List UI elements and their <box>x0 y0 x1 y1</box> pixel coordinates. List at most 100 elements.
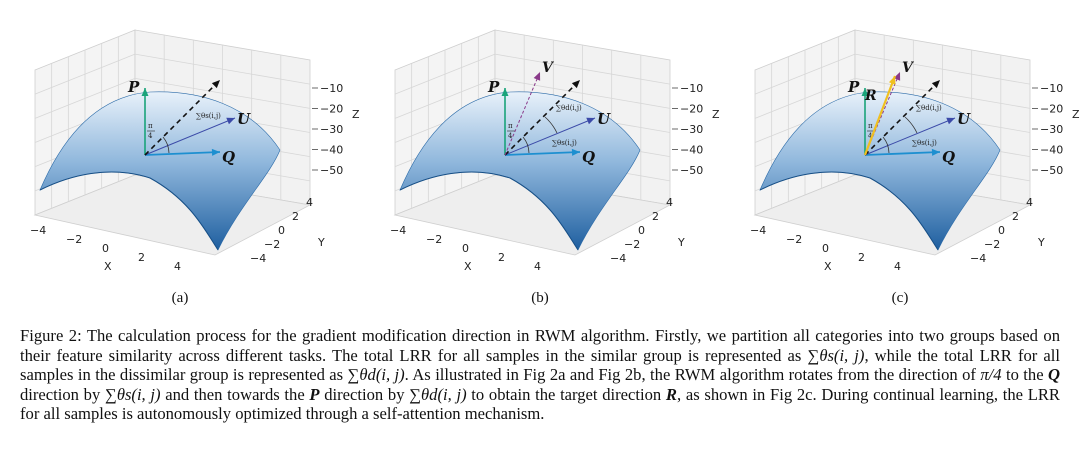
x-axis-label: X <box>464 260 472 273</box>
vector-p-label: P <box>127 78 140 96</box>
y-tick-label: 4 <box>1026 196 1033 209</box>
z-axis: −10 −20 −30 −40 −50 Z <box>312 82 360 177</box>
y-axis-label: Y <box>1037 236 1045 249</box>
x-tick-label: 0 <box>822 242 829 255</box>
x-tick-label: 2 <box>498 251 505 264</box>
y-tick-label: −2 <box>624 238 640 251</box>
x-axis: −4 −2 0 2 4 X <box>390 224 541 273</box>
surface-plot-b: −10−20−30−40−50Z−4−2024X420−2−4YPQUπ4V∑θ… <box>390 29 720 273</box>
vectors: P Q Uπ 4 V ∑θd(i,j) ∑θs(i,j) R <box>847 60 971 166</box>
angle-theta-s-label: ∑θs(i,j) <box>196 112 221 120</box>
y-axis: 420−2−4 Y <box>610 196 685 265</box>
y-tick-label: 4 <box>666 196 673 209</box>
caption-math-pi-over-4: π/4 <box>980 365 1002 385</box>
angle-pi-label: π <box>868 122 873 130</box>
angle-four-label: 4 <box>868 132 873 140</box>
z-tick-label: −50 <box>680 164 703 177</box>
y-tick-label: −4 <box>970 252 986 265</box>
vector-q-label: Q <box>942 148 955 166</box>
y-tick-label: −2 <box>984 238 1000 251</box>
vector-q-label: Q <box>582 148 595 166</box>
z-tick-label: −40 <box>1040 144 1063 157</box>
z-axis: −10 −20 −30 −40 −50 Z <box>1032 82 1080 177</box>
vectors: P Q Uπ 4 V ∑θd(i,j) ∑θs(i,j) <box>487 60 611 166</box>
vector-u-arrow <box>144 117 236 156</box>
caption-vector-p: P <box>309 384 320 404</box>
vector-r-label: R <box>864 88 877 104</box>
caption-text-9: , as shown in Fig 2c. During continual l… <box>20 384 1060 424</box>
y-axis-label: Y <box>317 236 325 249</box>
caption-text-3: . As illustrated in Fig 2a and Fig 2b, t… <box>404 365 981 385</box>
x-axis: −4 −2 0 2 4 X <box>750 224 901 273</box>
vector-v-label: V <box>902 60 915 76</box>
surface-edge <box>39 171 219 251</box>
y-axis-label: Y <box>677 236 685 249</box>
angle-arc-d <box>544 116 558 134</box>
vector-u-label: U <box>597 110 611 128</box>
y-tick-label: 0 <box>278 224 285 237</box>
z-axis-label: Z <box>712 108 720 121</box>
vector-q-arrow <box>144 148 221 156</box>
y-axis: 420−2−4 Y <box>970 196 1045 265</box>
angle-theta-s-label: ∑θs(i,j) <box>552 139 577 147</box>
vector-diagonal-dashed <box>144 79 221 156</box>
y-tick-label: 2 <box>652 210 659 223</box>
surface-edge <box>399 171 579 251</box>
vector-q-arrow <box>864 148 941 156</box>
x-axis-label: X <box>824 260 832 273</box>
x-axis-label: X <box>104 260 112 273</box>
panel-label-c: (c) <box>891 290 909 306</box>
y-tick-label: 2 <box>292 210 299 223</box>
vector-r-arrow <box>863 75 897 156</box>
panel-label-b: (b) <box>531 290 549 306</box>
vector-diagonal-dashed <box>864 79 941 156</box>
z-tick-label: −40 <box>320 144 343 157</box>
z-tick-label: −10 <box>320 82 343 95</box>
caption-text-7: direction by <box>319 384 410 404</box>
y-tick-label: 2 <box>1012 210 1019 223</box>
angle-arc <box>522 136 530 154</box>
y-tick-label: 0 <box>638 224 645 237</box>
angle-theta-d-label: ∑θd(i,j) <box>916 104 942 112</box>
y-tick-label: −2 <box>264 238 280 251</box>
caption-math-theta-d: ∑θd(i, j) <box>347 365 405 385</box>
angle-four-label: 4 <box>148 132 153 140</box>
angle-arc-d <box>904 116 918 134</box>
vector-q-label: Q <box>222 148 235 166</box>
vector-u-arrow <box>504 117 596 156</box>
vector-u-label: U <box>237 110 251 128</box>
x-tick-label: 0 <box>462 242 469 255</box>
vector-diagonal-dashed <box>504 79 581 156</box>
z-axis-label: Z <box>1072 108 1080 121</box>
vector-p-label: P <box>847 78 860 96</box>
y-tick-label: 0 <box>998 224 1005 237</box>
vector-v-arrow <box>504 71 541 156</box>
z-tick-label: −30 <box>680 123 703 136</box>
z-axis-label: Z <box>352 108 360 121</box>
z-tick-label: −10 <box>680 82 703 95</box>
y-tick-label: −4 <box>610 252 626 265</box>
surface-plot-a: −10−20−30−40−50Z−4−2024X420−2−4YPQUπ4∑θs… <box>30 29 360 273</box>
surface-plot-c: −10−20−30−40−50Z−4−2024X420−2−4YPQUπ4V∑θ… <box>750 29 1080 273</box>
angle-four-label: 4 <box>508 132 513 140</box>
x-tick-label: −2 <box>786 233 802 246</box>
vectors: P Q Uπ 4 ∑θs(i,j) <box>127 78 251 166</box>
caption-text-4: to the <box>1001 365 1049 385</box>
x-tick-label: 4 <box>894 260 901 273</box>
vector-q-arrow <box>504 148 581 156</box>
caption-text-8: to obtain the target direction <box>466 384 666 404</box>
vector-u-arrow <box>864 117 956 156</box>
x-tick-label: 4 <box>534 260 541 273</box>
panel-label-a: (a) <box>171 290 189 306</box>
x-tick-label: −4 <box>30 224 46 237</box>
x-tick-label: −4 <box>390 224 406 237</box>
caption-text-2: , while the total LRR for all samples in… <box>20 345 1060 385</box>
angle-pi-label: π <box>148 122 153 130</box>
x-tick-label: 2 <box>858 251 865 264</box>
z-tick-label: −50 <box>320 164 343 177</box>
z-tick-label: −20 <box>320 103 343 116</box>
z-tick-label: −10 <box>1040 82 1063 95</box>
